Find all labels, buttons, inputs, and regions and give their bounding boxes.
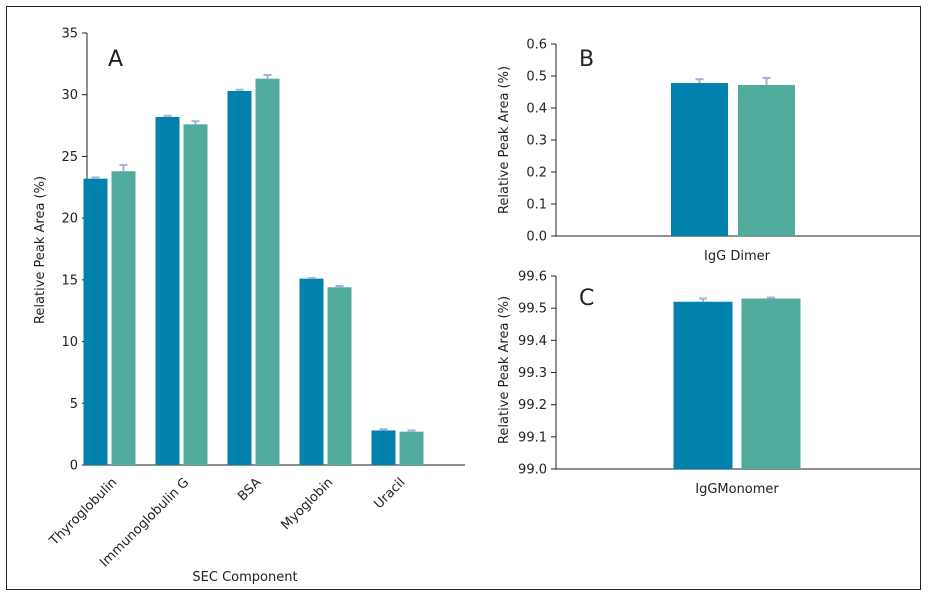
panel-c-ylabel: Relative Peak Area (%) — [497, 296, 512, 444]
panel-c: C Relative Peak Area (%) IgGMonomer 99.0… — [497, 270, 921, 497]
panel-a-xtick-label: Thyroglobulin — [46, 475, 120, 549]
panel-c-ytick-label: 99.1 — [518, 430, 547, 445]
panel-a-ytick-label: 10 — [61, 335, 78, 350]
panel-b-xlabel: IgG Dimer — [704, 249, 771, 264]
panel-c-ytick-label: 99.6 — [518, 270, 547, 285]
panel-b-ytick-label: 0.6 — [526, 38, 547, 53]
panel-b-ylabel: Relative Peak Area (%) — [497, 66, 512, 214]
panel-c-ytick-label: 99.0 — [518, 463, 547, 478]
panel-b-ytick-label: 0.0 — [526, 230, 547, 245]
panel-b-ytick-label: 0.1 — [526, 198, 547, 213]
panel-c-ytick-label: 99.5 — [518, 302, 547, 317]
panel-a-ytick-label: 30 — [61, 88, 78, 103]
panel-a-ytick-label: 15 — [61, 273, 78, 288]
panel-c-ytick-label: 99.3 — [518, 366, 547, 381]
panel-a: A Relative Peak Area (%) SEC Component 0… — [33, 27, 465, 585]
panel-a-xtick-label: BSA — [235, 475, 264, 504]
panel-b-ytick-label: 0.5 — [526, 70, 547, 85]
panel-a-ytick-label: 20 — [61, 212, 78, 227]
panel-a-bar — [255, 78, 280, 465]
panel-a-letter: A — [108, 47, 123, 72]
panel-c-letter: C — [579, 286, 594, 311]
panel-b-ytick-label: 0.4 — [526, 102, 547, 117]
panel-b-letter: B — [579, 47, 594, 72]
panel-a-ytick-label: 5 — [70, 397, 78, 412]
panel-c-ytick-label: 99.4 — [518, 334, 547, 349]
panel-a-ylabel: Relative Peak Area (%) — [33, 176, 48, 324]
panel-a-bar — [83, 178, 108, 465]
panel-a-ytick-label: 0 — [70, 459, 78, 474]
panel-a-bar — [327, 287, 352, 465]
panel-a-bar — [371, 430, 396, 465]
panel-a-xlabel: SEC Component — [192, 570, 297, 585]
panel-a-bar — [111, 171, 136, 466]
panel-c-bar — [673, 301, 733, 469]
panel-a-bar — [299, 278, 324, 465]
panel-c-xlabel: IgGMonomer — [695, 482, 779, 497]
panel-b-ytick-label: 0.2 — [526, 166, 547, 181]
panel-a-ytick-label: 35 — [61, 27, 78, 42]
panel-b-bar — [671, 83, 728, 236]
panel-c-ytick-label: 99.2 — [518, 398, 547, 413]
panel-c-bar — [741, 298, 801, 469]
panel-a-bar — [155, 116, 180, 465]
panel-a-ytick-label: 25 — [61, 150, 78, 165]
figure-frame — [6, 6, 921, 590]
panel-b: B Relative Peak Area (%) IgG Dimer 0.0 0.… — [497, 38, 921, 264]
panel-a-bar — [183, 124, 208, 465]
panel-b-bar — [738, 84, 795, 237]
panel-a-xtick-label: Uracil — [371, 475, 408, 512]
panel-b-ytick-label: 0.3 — [526, 134, 547, 149]
panel-a-xtick-label: Myoglobin — [278, 475, 336, 533]
panel-a-bar — [399, 431, 424, 465]
panel-a-bar — [227, 91, 252, 466]
